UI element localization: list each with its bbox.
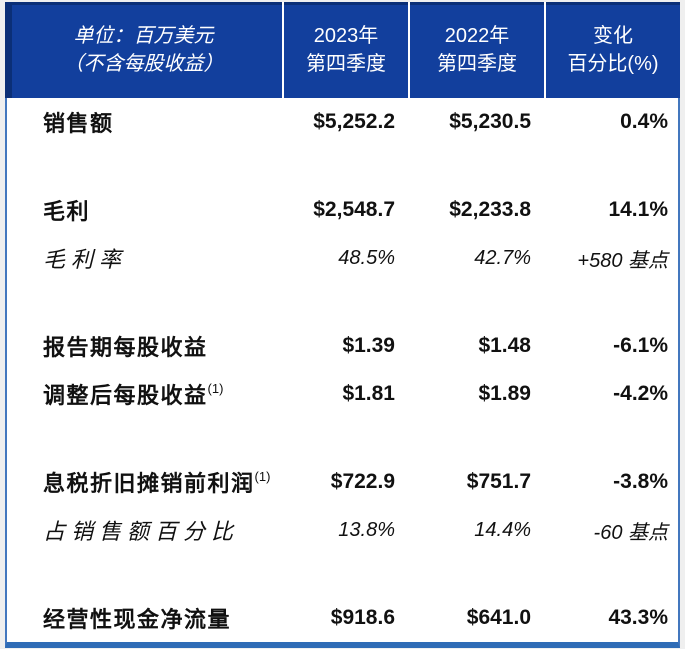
unit-line2: （不含每股收益） [63,53,224,75]
header-col-text: 2023年 [313,25,379,47]
footnote-marker: (1) [207,380,224,396]
row-label: 调整后每股收益(1) [7,378,282,410]
table-row-operating-cash-flow: 经营性现金净流量 $918.6 $641.0 43.3% [7,594,678,642]
row-group-gross-profit: 毛利 $2,548.7 $2,233.8 14.1% 毛利率 48.5% 42.… [7,186,678,282]
row-label: 销售额 [43,111,114,136]
value-q4-2022: $2,233.8 [449,198,531,221]
row-label-text: 息税折旧摊销前利润 [43,471,255,496]
value-q4-2022: 42.7% [474,246,531,269]
header-unit-cell: 单位：百万美元 （不含每股收益） [5,2,282,98]
table-row-ebitda: 息税折旧摊销前利润(1) $722.9 $751.7 -3.8% [7,458,678,506]
quarterly-results-table: 单位：百万美元 （不含每股收益） 2023年 第四季度 2022年 第四季度 变… [5,2,680,648]
value-change: -4.2% [613,382,668,405]
row-group-eps: 报告期每股收益 $1.39 $1.48 -6.1% 调整后每股收益(1) $1.… [7,322,678,418]
row-label: 毛利率 [43,247,128,272]
value-q4-2023: 13.8% [338,518,395,541]
table-row-sales: 销售额 $5,252.2 $5,230.5 0.4% [7,98,678,146]
row-group-operating-cash-flow: 经营性现金净流量 $918.6 $641.0 43.3% [7,594,678,642]
value-change: -6.1% [613,334,668,357]
row-label-text: 调整后每股收益 [43,383,208,408]
table-row-gross-margin: 毛利率 48.5% 42.7% +580 基点 [7,234,678,282]
value-q4-2022: $1.89 [478,382,531,405]
value-q4-2023: $1.81 [342,382,395,405]
table-row-pct-of-sales: 占销售额百分比 13.8% 14.4% -60 基点 [7,506,678,554]
value-q4-2022: $751.7 [466,470,531,493]
header-col-text: 百分比(%) [567,53,659,75]
value-q4-2023: $918.6 [330,606,395,629]
value-change: 14.1% [608,198,668,221]
value-q4-2022: $641.0 [466,606,531,629]
header-col-change-pct: 变化 百分比(%) [544,2,680,98]
value-q4-2022: 14.4% [474,518,531,541]
row-group-ebitda: 息税折旧摊销前利润(1) $722.9 $751.7 -3.8% 占销售额百分比… [7,458,678,554]
table-body: 销售额 $5,252.2 $5,230.5 0.4% 毛利 $2,548.7 $… [5,98,680,648]
header-col-text: 第四季度 [306,53,386,75]
header-col-text: 变化 [593,25,633,47]
header-col-text: 第四季度 [437,53,517,75]
table-header: 单位：百万美元 （不含每股收益） 2023年 第四季度 2022年 第四季度 变… [5,2,680,98]
header-col-q4-2023: 2023年 第四季度 [282,2,408,98]
table-row-gross-profit: 毛利 $2,548.7 $2,233.8 14.1% [7,186,678,234]
header-col-text: 2022年 [444,25,510,47]
row-label: 经营性现金净流量 [43,607,232,632]
value-change: 0.4% [620,110,668,133]
value-change: -3.8% [613,470,668,493]
value-q4-2022: $5,230.5 [449,110,531,133]
table-row-adjusted-eps: 调整后每股收益(1) $1.81 $1.89 -4.2% [7,370,678,418]
value-q4-2023: $1.39 [342,334,395,357]
row-label: 息税折旧摊销前利润(1) [7,466,282,498]
value-q4-2023: 48.5% [338,246,395,269]
value-q4-2022: $1.48 [478,334,531,357]
row-label: 报告期每股收益 [43,335,208,360]
table-row-reported-eps: 报告期每股收益 $1.39 $1.48 -6.1% [7,322,678,370]
row-label: 占销售额百分比 [43,519,240,544]
header-col-q4-2022: 2022年 第四季度 [408,2,544,98]
value-q4-2023: $722.9 [330,470,395,493]
footnote-marker: (1) [254,468,271,484]
value-change: 43.3% [608,606,668,629]
value-change: -60 基点 [593,521,668,544]
row-group-sales: 销售额 $5,252.2 $5,230.5 0.4% [7,98,678,146]
unit-line1: 单位：百万美元 [73,25,214,47]
row-label: 毛利 [43,199,91,224]
value-q4-2023: $5,252.2 [313,110,395,133]
value-q4-2023: $2,548.7 [313,198,395,221]
value-change: +580 基点 [577,249,668,272]
